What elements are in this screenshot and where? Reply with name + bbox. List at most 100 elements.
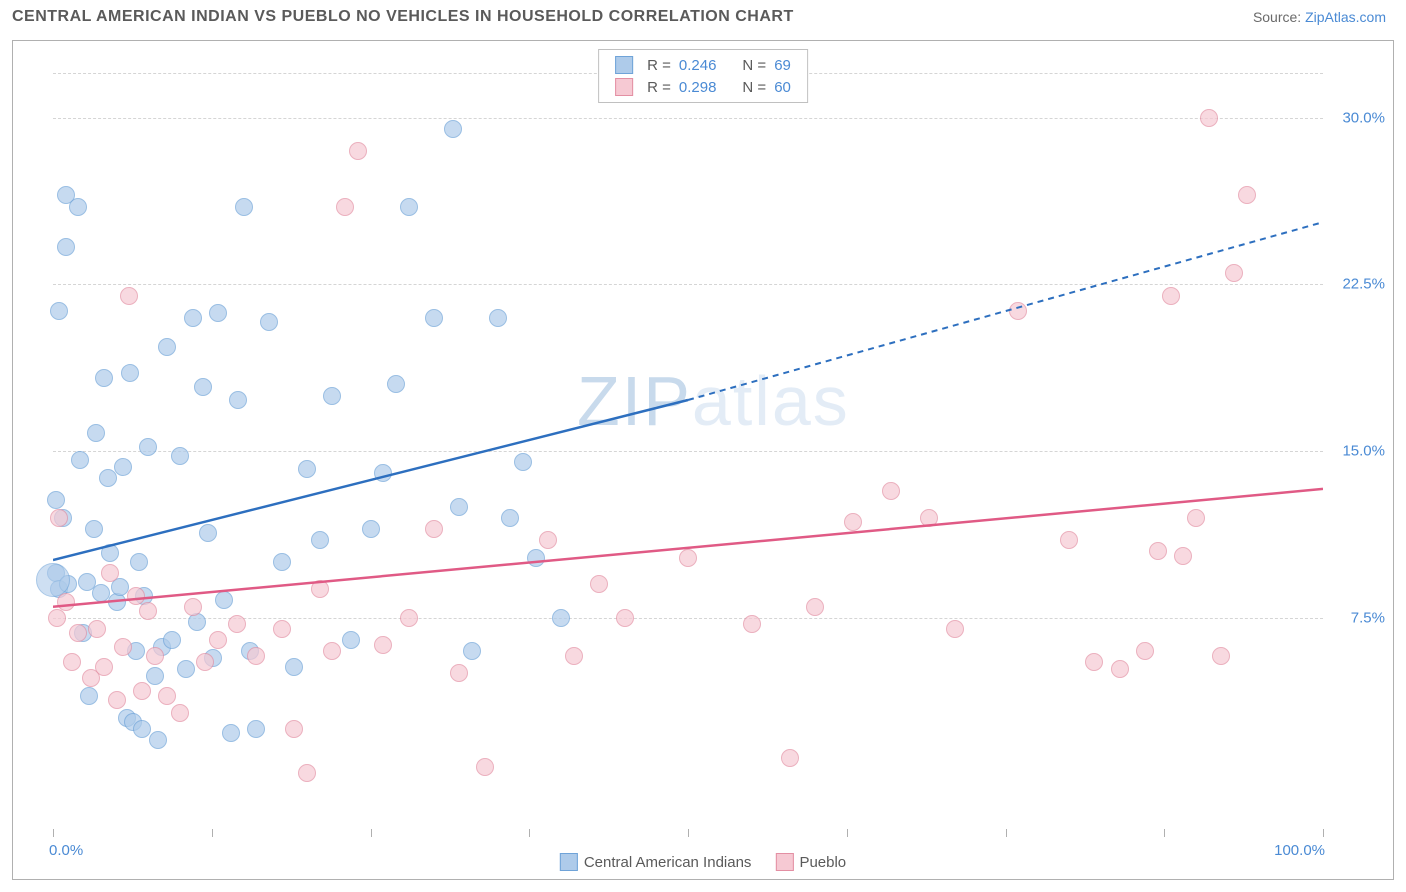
legend-n-prefix: N = bbox=[742, 79, 766, 96]
scatter-point bbox=[139, 438, 157, 456]
watermark-atlas: atlas bbox=[692, 362, 850, 440]
series-legend: Central American IndiansPueblo bbox=[560, 853, 846, 871]
scatter-point bbox=[444, 120, 462, 138]
scatter-point bbox=[476, 758, 494, 776]
scatter-point bbox=[882, 482, 900, 500]
scatter-point bbox=[1085, 653, 1103, 671]
x-tick-line bbox=[688, 829, 689, 837]
legend-r-value: 0.298 bbox=[679, 79, 717, 96]
scatter-point bbox=[108, 691, 126, 709]
regression-line-dashed bbox=[688, 222, 1323, 400]
scatter-point bbox=[1060, 531, 1078, 549]
x-tick-line bbox=[847, 829, 848, 837]
scatter-point bbox=[1111, 660, 1129, 678]
scatter-point bbox=[374, 464, 392, 482]
scatter-point bbox=[114, 458, 132, 476]
correlation-legend-box: R =0.246N =69R =0.298N =60 bbox=[598, 49, 808, 103]
scatter-point bbox=[565, 647, 583, 665]
scatter-point bbox=[158, 338, 176, 356]
scatter-point bbox=[95, 369, 113, 387]
legend-swatch bbox=[615, 78, 633, 96]
x-tick-line bbox=[53, 829, 54, 837]
scatter-point bbox=[235, 198, 253, 216]
scatter-point bbox=[1162, 287, 1180, 305]
scatter-point bbox=[362, 520, 380, 538]
scatter-point bbox=[80, 687, 98, 705]
scatter-point bbox=[69, 198, 87, 216]
scatter-point bbox=[114, 638, 132, 656]
scatter-point bbox=[184, 598, 202, 616]
scatter-point bbox=[139, 602, 157, 620]
scatter-point bbox=[209, 631, 227, 649]
scatter-point bbox=[194, 378, 212, 396]
scatter-point bbox=[400, 609, 418, 627]
scatter-point bbox=[199, 524, 217, 542]
scatter-point bbox=[743, 615, 761, 633]
scatter-point bbox=[342, 631, 360, 649]
y-tick-label: 22.5% bbox=[1342, 276, 1385, 293]
scatter-point bbox=[177, 660, 195, 678]
y-tick-label: 30.0% bbox=[1342, 109, 1385, 126]
grid-line bbox=[53, 118, 1323, 119]
scatter-point bbox=[133, 720, 151, 738]
scatter-point bbox=[298, 764, 316, 782]
legend-r-prefix: R = bbox=[647, 79, 671, 96]
scatter-point bbox=[163, 631, 181, 649]
x-tick-label-right: 100.0% bbox=[1274, 842, 1325, 859]
x-tick-line bbox=[1323, 829, 1324, 837]
source-prefix: Source: bbox=[1253, 9, 1305, 25]
scatter-point bbox=[247, 647, 265, 665]
y-tick-label: 15.0% bbox=[1342, 443, 1385, 460]
scatter-point bbox=[146, 667, 164, 685]
scatter-point bbox=[285, 720, 303, 738]
scatter-point bbox=[489, 309, 507, 327]
scatter-point bbox=[806, 598, 824, 616]
scatter-point bbox=[101, 544, 119, 562]
scatter-point bbox=[425, 309, 443, 327]
scatter-point bbox=[349, 142, 367, 160]
scatter-point bbox=[450, 664, 468, 682]
scatter-point bbox=[1136, 642, 1154, 660]
scatter-point bbox=[552, 609, 570, 627]
scatter-point bbox=[616, 609, 634, 627]
scatter-point bbox=[387, 375, 405, 393]
legend-r-value: 0.246 bbox=[679, 57, 717, 74]
source-link[interactable]: ZipAtlas.com bbox=[1305, 9, 1386, 25]
legend-n-prefix: N = bbox=[742, 57, 766, 74]
scatter-point bbox=[336, 198, 354, 216]
scatter-point bbox=[323, 642, 341, 660]
scatter-point bbox=[99, 469, 117, 487]
scatter-point bbox=[57, 238, 75, 256]
scatter-point bbox=[298, 460, 316, 478]
scatter-point bbox=[527, 549, 545, 567]
scatter-point bbox=[1187, 509, 1205, 527]
scatter-point bbox=[1009, 302, 1027, 320]
scatter-point bbox=[222, 724, 240, 742]
scatter-point bbox=[85, 520, 103, 538]
scatter-point bbox=[463, 642, 481, 660]
scatter-point bbox=[450, 498, 468, 516]
legend-swatch bbox=[775, 853, 793, 871]
scatter-point bbox=[146, 647, 164, 665]
legend-swatch bbox=[560, 853, 578, 871]
scatter-point bbox=[50, 302, 68, 320]
scatter-point bbox=[229, 391, 247, 409]
series-legend-item: Pueblo bbox=[775, 853, 846, 871]
watermark: ZIPatlas bbox=[577, 361, 850, 441]
scatter-point bbox=[95, 658, 113, 676]
chart-title: CENTRAL AMERICAN INDIAN VS PUEBLO NO VEH… bbox=[12, 8, 794, 26]
legend-swatch bbox=[615, 56, 633, 74]
scatter-point bbox=[311, 580, 329, 598]
legend-n-value: 60 bbox=[774, 79, 791, 96]
scatter-point bbox=[1149, 542, 1167, 560]
scatter-point bbox=[247, 720, 265, 738]
scatter-point-large bbox=[36, 563, 70, 597]
scatter-point bbox=[679, 549, 697, 567]
x-tick-line bbox=[1164, 829, 1165, 837]
grid-line bbox=[53, 451, 1323, 452]
scatter-point bbox=[539, 531, 557, 549]
x-tick-line bbox=[371, 829, 372, 837]
scatter-point bbox=[1225, 264, 1243, 282]
scatter-point bbox=[215, 591, 233, 609]
plot-area: ZIPatlas 7.5%15.0%22.5%30.0%0.0%100.0% bbox=[53, 51, 1323, 829]
